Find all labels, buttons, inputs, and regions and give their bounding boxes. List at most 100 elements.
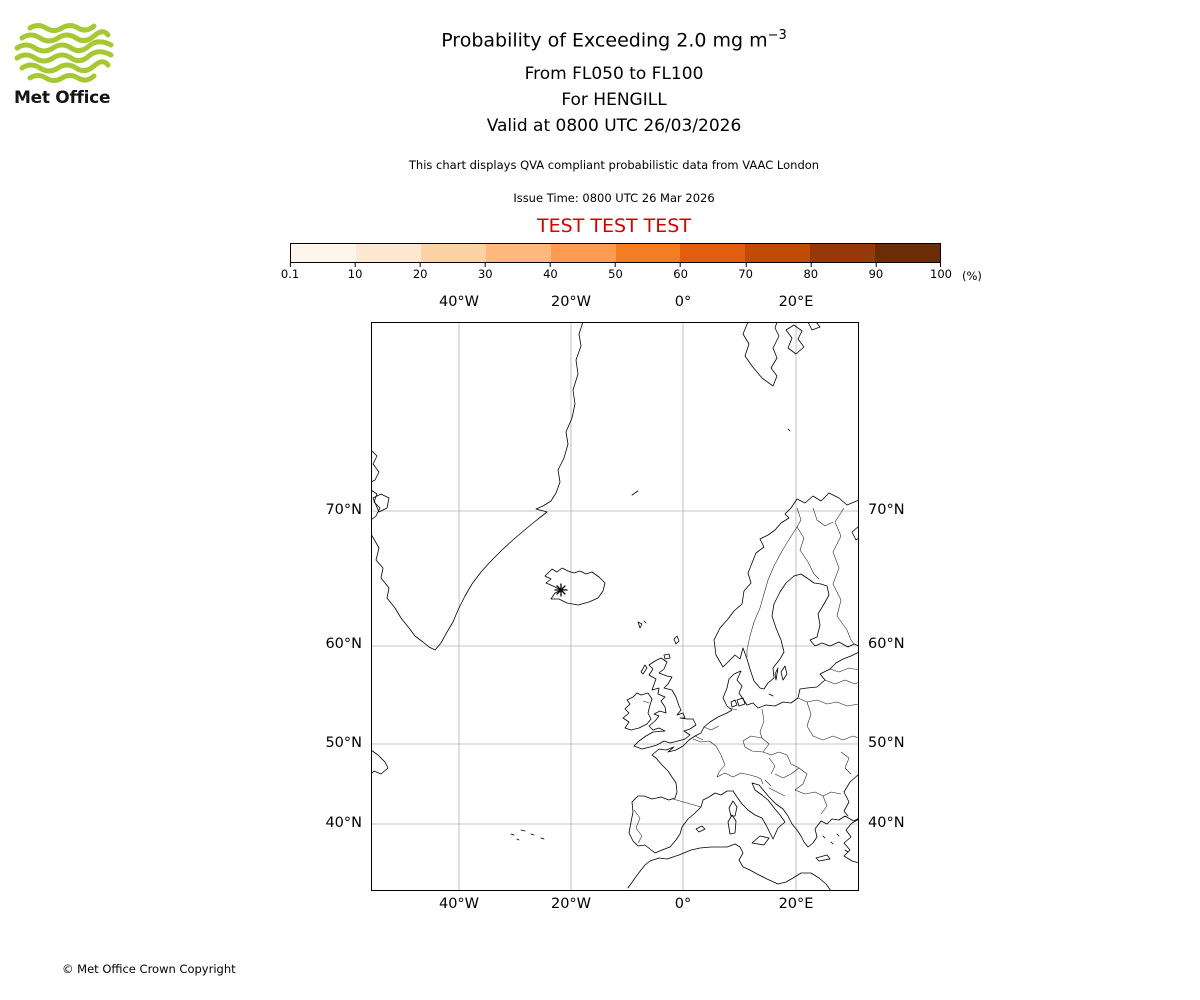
corsica-island — [728, 800, 738, 817]
coastlines — [371, 322, 859, 891]
turkey-west-coastline — [843, 818, 859, 864]
oland-island — [774, 667, 779, 681]
sweden-finland-border — [796, 526, 820, 580]
colorbar-tick-mark — [810, 263, 812, 267]
volcano-subtitle: For HENGILL — [561, 90, 667, 110]
norway-finland-border — [796, 507, 834, 528]
sicily-island — [751, 835, 770, 846]
colorbar-tick-mark — [289, 263, 291, 267]
finland-russia-border — [832, 507, 855, 645]
colorbar-tick-mark — [419, 263, 421, 267]
danish-islands — [730, 697, 746, 708]
colorbar-tick: 50 — [608, 263, 623, 280]
svalbard-northeast-land — [807, 322, 821, 331]
chart-title-exponent: −3 — [767, 28, 787, 43]
colorbar-tick: 40 — [543, 263, 558, 280]
hungary-romania-serbia-border — [774, 754, 808, 791]
colorbar-tick-mark — [680, 263, 682, 267]
colorbar-segment — [550, 244, 616, 262]
copyright-text: © Met Office Crown Copyright — [62, 962, 236, 976]
romania-ukraine-border — [840, 751, 852, 775]
czech-border — [742, 735, 770, 753]
aegean-islands — [822, 833, 849, 853]
lon-tick-bottom: 0° — [674, 896, 692, 912]
colorbar-tick-label: 100 — [930, 267, 952, 281]
iceland-coastline — [544, 567, 606, 606]
lat-tick-left: 60°N — [325, 636, 362, 652]
colorbar-tick: 20 — [413, 263, 428, 280]
lon-tick-bottom: 40°W — [438, 896, 480, 912]
white-sea-fragment — [851, 525, 859, 541]
lon-tick-bottom: 20°W — [550, 896, 592, 912]
hengill-volcano-marker — [554, 583, 568, 597]
colorbar-segment — [680, 244, 746, 262]
colorbar-tick-mark — [549, 263, 551, 267]
svalbard-edgeoya — [785, 324, 805, 355]
denmark-germany-border — [728, 707, 738, 711]
colorbar-tick: 60 — [673, 263, 688, 280]
lon-tick-top: 20°E — [778, 294, 814, 310]
newfoundland-fragment — [371, 749, 389, 775]
balkans-border — [764, 779, 842, 815]
lon-tick-top: 20°W — [550, 294, 592, 310]
colorbar-segment — [485, 244, 551, 262]
black-sea-west-coastline — [843, 773, 859, 817]
colorbar-tick-label: 0.1 — [280, 267, 300, 281]
colorbar-tick-mark — [875, 263, 877, 267]
colorbar-segment — [745, 244, 811, 262]
ireland-coastline — [622, 692, 653, 731]
azores-islands — [510, 829, 545, 841]
logo-brand-text: Met Office — [14, 88, 111, 108]
graticule — [371, 322, 859, 891]
europe-coastline — [628, 651, 859, 854]
colorbar-tick-mark — [484, 263, 486, 267]
poland-east-border — [797, 697, 859, 741]
colorbar-tick: 0.1 — [281, 263, 299, 280]
colorbar-tick-mark — [614, 263, 616, 267]
lat-tick-right: 70°N — [868, 502, 905, 518]
faroe-islands — [637, 620, 647, 629]
colorbar: 0.1 10 20 30 40 50 60 70 80 90 100 (%) — [281, 243, 982, 293]
colorbar-tick-label: 40 — [543, 267, 558, 281]
crete-island — [815, 854, 831, 862]
colorbar-tick: 80 — [803, 263, 818, 280]
logo-wave — [14, 23, 114, 83]
benelux-border — [694, 725, 720, 741]
norway-sweden-border — [746, 526, 798, 657]
hebrides-islands — [640, 664, 648, 675]
colorbar-tick-mark — [940, 263, 942, 267]
bornholm-island — [768, 693, 774, 697]
colorbar-unit-label: (%) — [962, 269, 982, 283]
colorbar-segment — [291, 244, 356, 262]
greenland-west-coast-fragment — [371, 449, 380, 483]
qva-description: This chart displays QVA compliant probab… — [408, 158, 820, 172]
scandinavia-coastline — [713, 492, 859, 690]
colorbar-tick-mark — [745, 263, 747, 267]
disko-island — [372, 493, 390, 513]
ireland-uk-border — [642, 700, 650, 704]
gotland-island — [780, 665, 788, 681]
test-banner: TEST TEST TEST — [537, 215, 691, 237]
valid-time-subtitle: Valid at 0800 UTC 26/03/2026 — [486, 116, 742, 136]
colorbar-gradient — [290, 243, 941, 263]
flight-level-subtitle: From FL050 to FL100 — [524, 64, 704, 84]
bear-island — [787, 428, 791, 432]
colorbar-tick-label: 50 — [608, 267, 623, 281]
jan-mayen-island — [631, 490, 639, 496]
issue-time-text: Issue Time: 0800 UTC 26 Mar 2026 — [513, 191, 715, 205]
mallorca-island — [695, 825, 706, 833]
shetland-islands — [673, 635, 680, 645]
lat-tick-right: 50°N — [868, 735, 905, 751]
chart-title-main: Probability of Exceeding 2.0 mg m — [441, 29, 768, 52]
lat-tick-left: 40°N — [325, 815, 362, 831]
lon-tick-top: 0° — [674, 294, 692, 310]
greenland-west-coast-fragment — [371, 489, 381, 521]
lon-tick-bottom: 20°E — [778, 896, 814, 912]
colorbar-tick-label: 70 — [738, 267, 754, 281]
colorbar-segment — [875, 244, 941, 262]
orkney-islands — [663, 653, 671, 660]
colorbar-tick-label: 90 — [868, 267, 884, 281]
map-canvas — [371, 322, 859, 891]
colorbar-segment — [355, 244, 421, 262]
